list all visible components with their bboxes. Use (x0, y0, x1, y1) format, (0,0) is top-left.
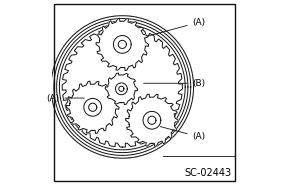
Polygon shape (105, 73, 138, 105)
Polygon shape (118, 40, 126, 48)
Text: (B): (B) (144, 79, 206, 88)
Polygon shape (143, 111, 161, 129)
Text: (A): (A) (160, 127, 206, 141)
Polygon shape (119, 86, 124, 91)
Polygon shape (148, 116, 156, 124)
Polygon shape (113, 36, 131, 53)
Polygon shape (89, 103, 97, 111)
Polygon shape (115, 83, 127, 95)
Polygon shape (51, 16, 194, 158)
Text: SC-02443: SC-02443 (184, 168, 231, 178)
Text: (A): (A) (147, 18, 206, 36)
Polygon shape (96, 18, 149, 70)
Text: (A): (A) (46, 94, 84, 102)
Polygon shape (126, 94, 178, 146)
Polygon shape (84, 98, 101, 116)
Polygon shape (66, 81, 119, 133)
Polygon shape (62, 27, 182, 147)
